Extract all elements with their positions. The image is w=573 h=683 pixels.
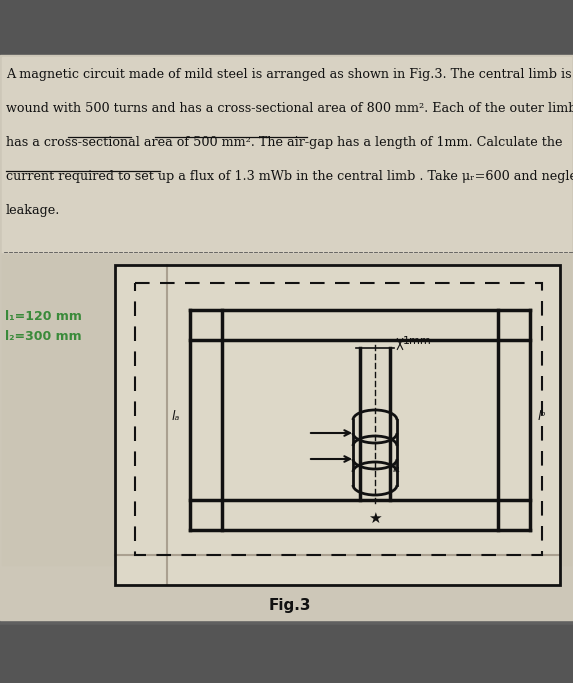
Bar — [115, 265, 560, 585]
Bar — [0, 625, 573, 683]
Text: leakage.: leakage. — [6, 204, 60, 217]
Bar — [0, 55, 573, 620]
Bar — [135, 283, 542, 555]
Text: lₐ: lₐ — [172, 410, 180, 423]
Text: l₁: l₁ — [393, 462, 401, 475]
Bar — [0, 0, 573, 55]
Text: has a cross-sectional area of 500 mm². The air-gap has a length of 1mm. Calculat: has a cross-sectional area of 500 mm². T… — [6, 136, 563, 149]
Text: l₂=300 mm: l₂=300 mm — [5, 330, 81, 343]
Bar — [2, 255, 571, 565]
Text: Fig.3: Fig.3 — [269, 598, 311, 613]
Text: ★: ★ — [368, 510, 382, 525]
Text: lᵇ: lᵇ — [538, 410, 547, 423]
Text: A magnetic circuit made of mild steel is arranged as shown in Fig.3. The central: A magnetic circuit made of mild steel is… — [6, 68, 572, 81]
Text: 1mm: 1mm — [403, 336, 431, 346]
Text: wound with 500 turns and has a cross-sectional area of 800 mm². Each of the oute: wound with 500 turns and has a cross-sec… — [6, 102, 573, 115]
Bar — [115, 265, 560, 585]
Text: current required to set up a flux of 1.3 mWb in the central limb . Take μᵣ=600 a: current required to set up a flux of 1.3… — [6, 170, 573, 183]
Bar — [2, 57, 571, 252]
Text: l₁=120 mm: l₁=120 mm — [5, 310, 82, 323]
